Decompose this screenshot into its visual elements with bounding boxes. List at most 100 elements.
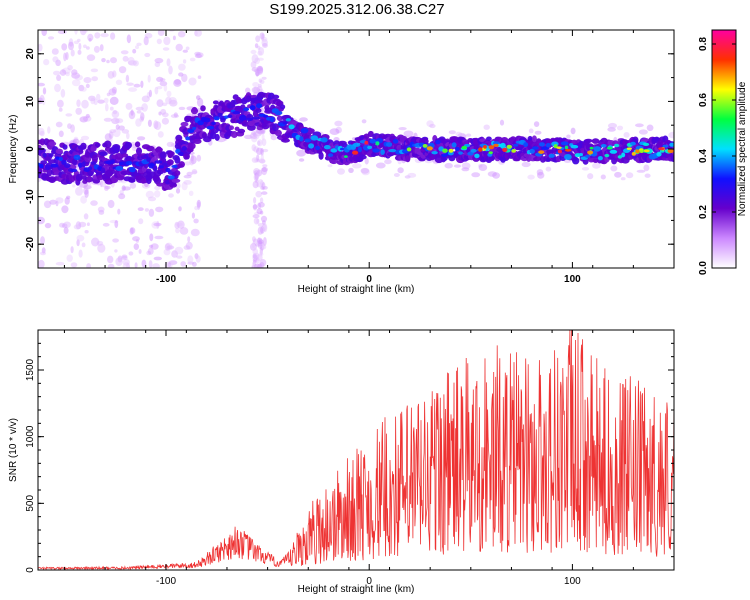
spectrogram-cell xyxy=(166,90,172,98)
spectrogram-cell xyxy=(78,221,87,228)
spectrogram-cell xyxy=(160,108,167,115)
spectrogram-cell xyxy=(42,87,47,95)
spectrogram-cell xyxy=(152,165,158,172)
spectrogram-cell xyxy=(521,161,531,168)
snr-frame xyxy=(37,329,675,571)
spectrogram-cell xyxy=(80,142,87,150)
spectrogram-cell xyxy=(70,246,74,254)
spectrogram-cell xyxy=(487,171,497,177)
spectrogram-cell xyxy=(578,153,584,157)
spectrogram-cell xyxy=(171,164,178,169)
spectrogram-cell xyxy=(190,155,197,165)
spectrogram-cell xyxy=(174,79,181,85)
spectrogram-cell xyxy=(94,32,101,39)
spectrogram-cell xyxy=(41,247,46,254)
spectrogram-cell xyxy=(143,36,149,46)
spectrogram-cell xyxy=(261,182,266,191)
spectrogram-cell xyxy=(153,177,162,185)
spectrogram-cell xyxy=(258,130,263,135)
spectrogram-cell xyxy=(257,57,264,61)
spectrogram-cell xyxy=(121,153,129,158)
spectrogram-cell xyxy=(138,218,144,225)
spectrogram-cell xyxy=(58,130,64,138)
spectrogram-cell xyxy=(527,174,535,180)
spectrogram-cell xyxy=(210,129,219,134)
spectrogram-cell xyxy=(259,259,267,267)
spectrogram-cell xyxy=(403,130,414,137)
spectrogram-cell xyxy=(57,30,67,35)
spectrogram-cell xyxy=(357,146,362,153)
spectrogram-cell xyxy=(47,36,55,40)
spectrogram-cell xyxy=(39,138,45,146)
spectrogram-cell xyxy=(103,97,109,104)
spectrogram-cell xyxy=(99,178,103,188)
spectrogram-cell xyxy=(94,142,101,148)
spectrogram-cell xyxy=(348,167,354,173)
spectrogram-cell xyxy=(115,257,123,266)
spectrogram-cell xyxy=(361,168,370,176)
spectrogram-cell xyxy=(560,141,569,146)
spectrogram-cell xyxy=(114,153,124,160)
spectrogram-cell xyxy=(250,49,257,55)
spectrogram-cell xyxy=(65,113,73,117)
spectrogram-cell xyxy=(38,43,43,52)
spectrogram-cell xyxy=(127,56,135,66)
spectrogram-cell xyxy=(263,186,268,190)
spectrogram-cell xyxy=(117,208,121,215)
figure-title: S199.2025.312.06.38.C27 xyxy=(269,1,444,18)
spectrogram-cell xyxy=(626,147,632,150)
spectrogram-cell xyxy=(135,106,144,111)
spectrogram-cell xyxy=(111,117,120,125)
spectrogram-cell xyxy=(133,83,141,88)
spectrogram-cell xyxy=(259,210,264,215)
spectrogram-cell xyxy=(168,193,174,198)
spectrogram-cell xyxy=(122,55,129,62)
spectrogram-cell xyxy=(73,40,80,45)
spectrogram-cell xyxy=(68,41,74,51)
spectrogram-cell xyxy=(112,238,119,243)
colorbar-ticks: 0.0 0.2 0.4 0.6 0.8 xyxy=(698,37,736,275)
spectrogram-cell xyxy=(193,218,199,224)
spectrogram-cell xyxy=(352,150,359,155)
colorbar-gradient xyxy=(712,30,736,268)
spectrogram-cell xyxy=(66,254,73,262)
spectrogram-cell xyxy=(274,110,283,116)
spectrogram-cell xyxy=(451,142,457,148)
colorbar-frame xyxy=(711,29,737,269)
spectrogram-cell xyxy=(159,165,164,169)
spectrogram-cell xyxy=(86,263,91,268)
spectrogram-cell xyxy=(260,186,265,190)
spectrogram-cell xyxy=(148,208,155,217)
spectrogram-cell xyxy=(171,178,181,183)
spectrogram-cell xyxy=(77,38,81,43)
spectrogram-x-axis-label: Height of straight line (km) xyxy=(298,284,415,295)
spectrogram-cell xyxy=(114,220,119,229)
spectrogram-cell xyxy=(398,127,407,131)
spectrogram-cell xyxy=(122,186,131,191)
spectrogram-cell xyxy=(232,111,241,115)
spectrogram-cell xyxy=(157,131,164,138)
spectrogram-cell xyxy=(237,128,246,134)
spectrogram-cell xyxy=(58,156,63,162)
spectrogram-cell xyxy=(86,46,90,50)
spectrogram-cell xyxy=(154,121,162,130)
spectrogram-cell xyxy=(83,185,92,190)
spectrogram-cell xyxy=(256,154,260,161)
spectrogram-cell xyxy=(112,128,121,138)
spectrogram-cell xyxy=(180,121,189,127)
spectrogram-cell xyxy=(177,220,185,229)
spectrogram-cell xyxy=(133,243,139,251)
spectrogram-cell xyxy=(102,222,110,227)
spectrogram-cell xyxy=(145,190,155,199)
spectrogram-cell xyxy=(592,162,601,169)
spectrogram-cell xyxy=(330,148,338,153)
spectrogram-cell xyxy=(258,179,263,184)
spectrogram-cell xyxy=(344,155,348,158)
spectrogram-cell xyxy=(81,161,86,168)
snr-x-tick-label: -100 xyxy=(156,576,176,587)
spectrogram-cell xyxy=(126,262,130,268)
spectrogram-cell xyxy=(88,38,92,42)
spectrogram-cell xyxy=(48,153,54,158)
spectrogram-cell xyxy=(55,156,60,160)
spectrogram-cell xyxy=(538,150,545,154)
